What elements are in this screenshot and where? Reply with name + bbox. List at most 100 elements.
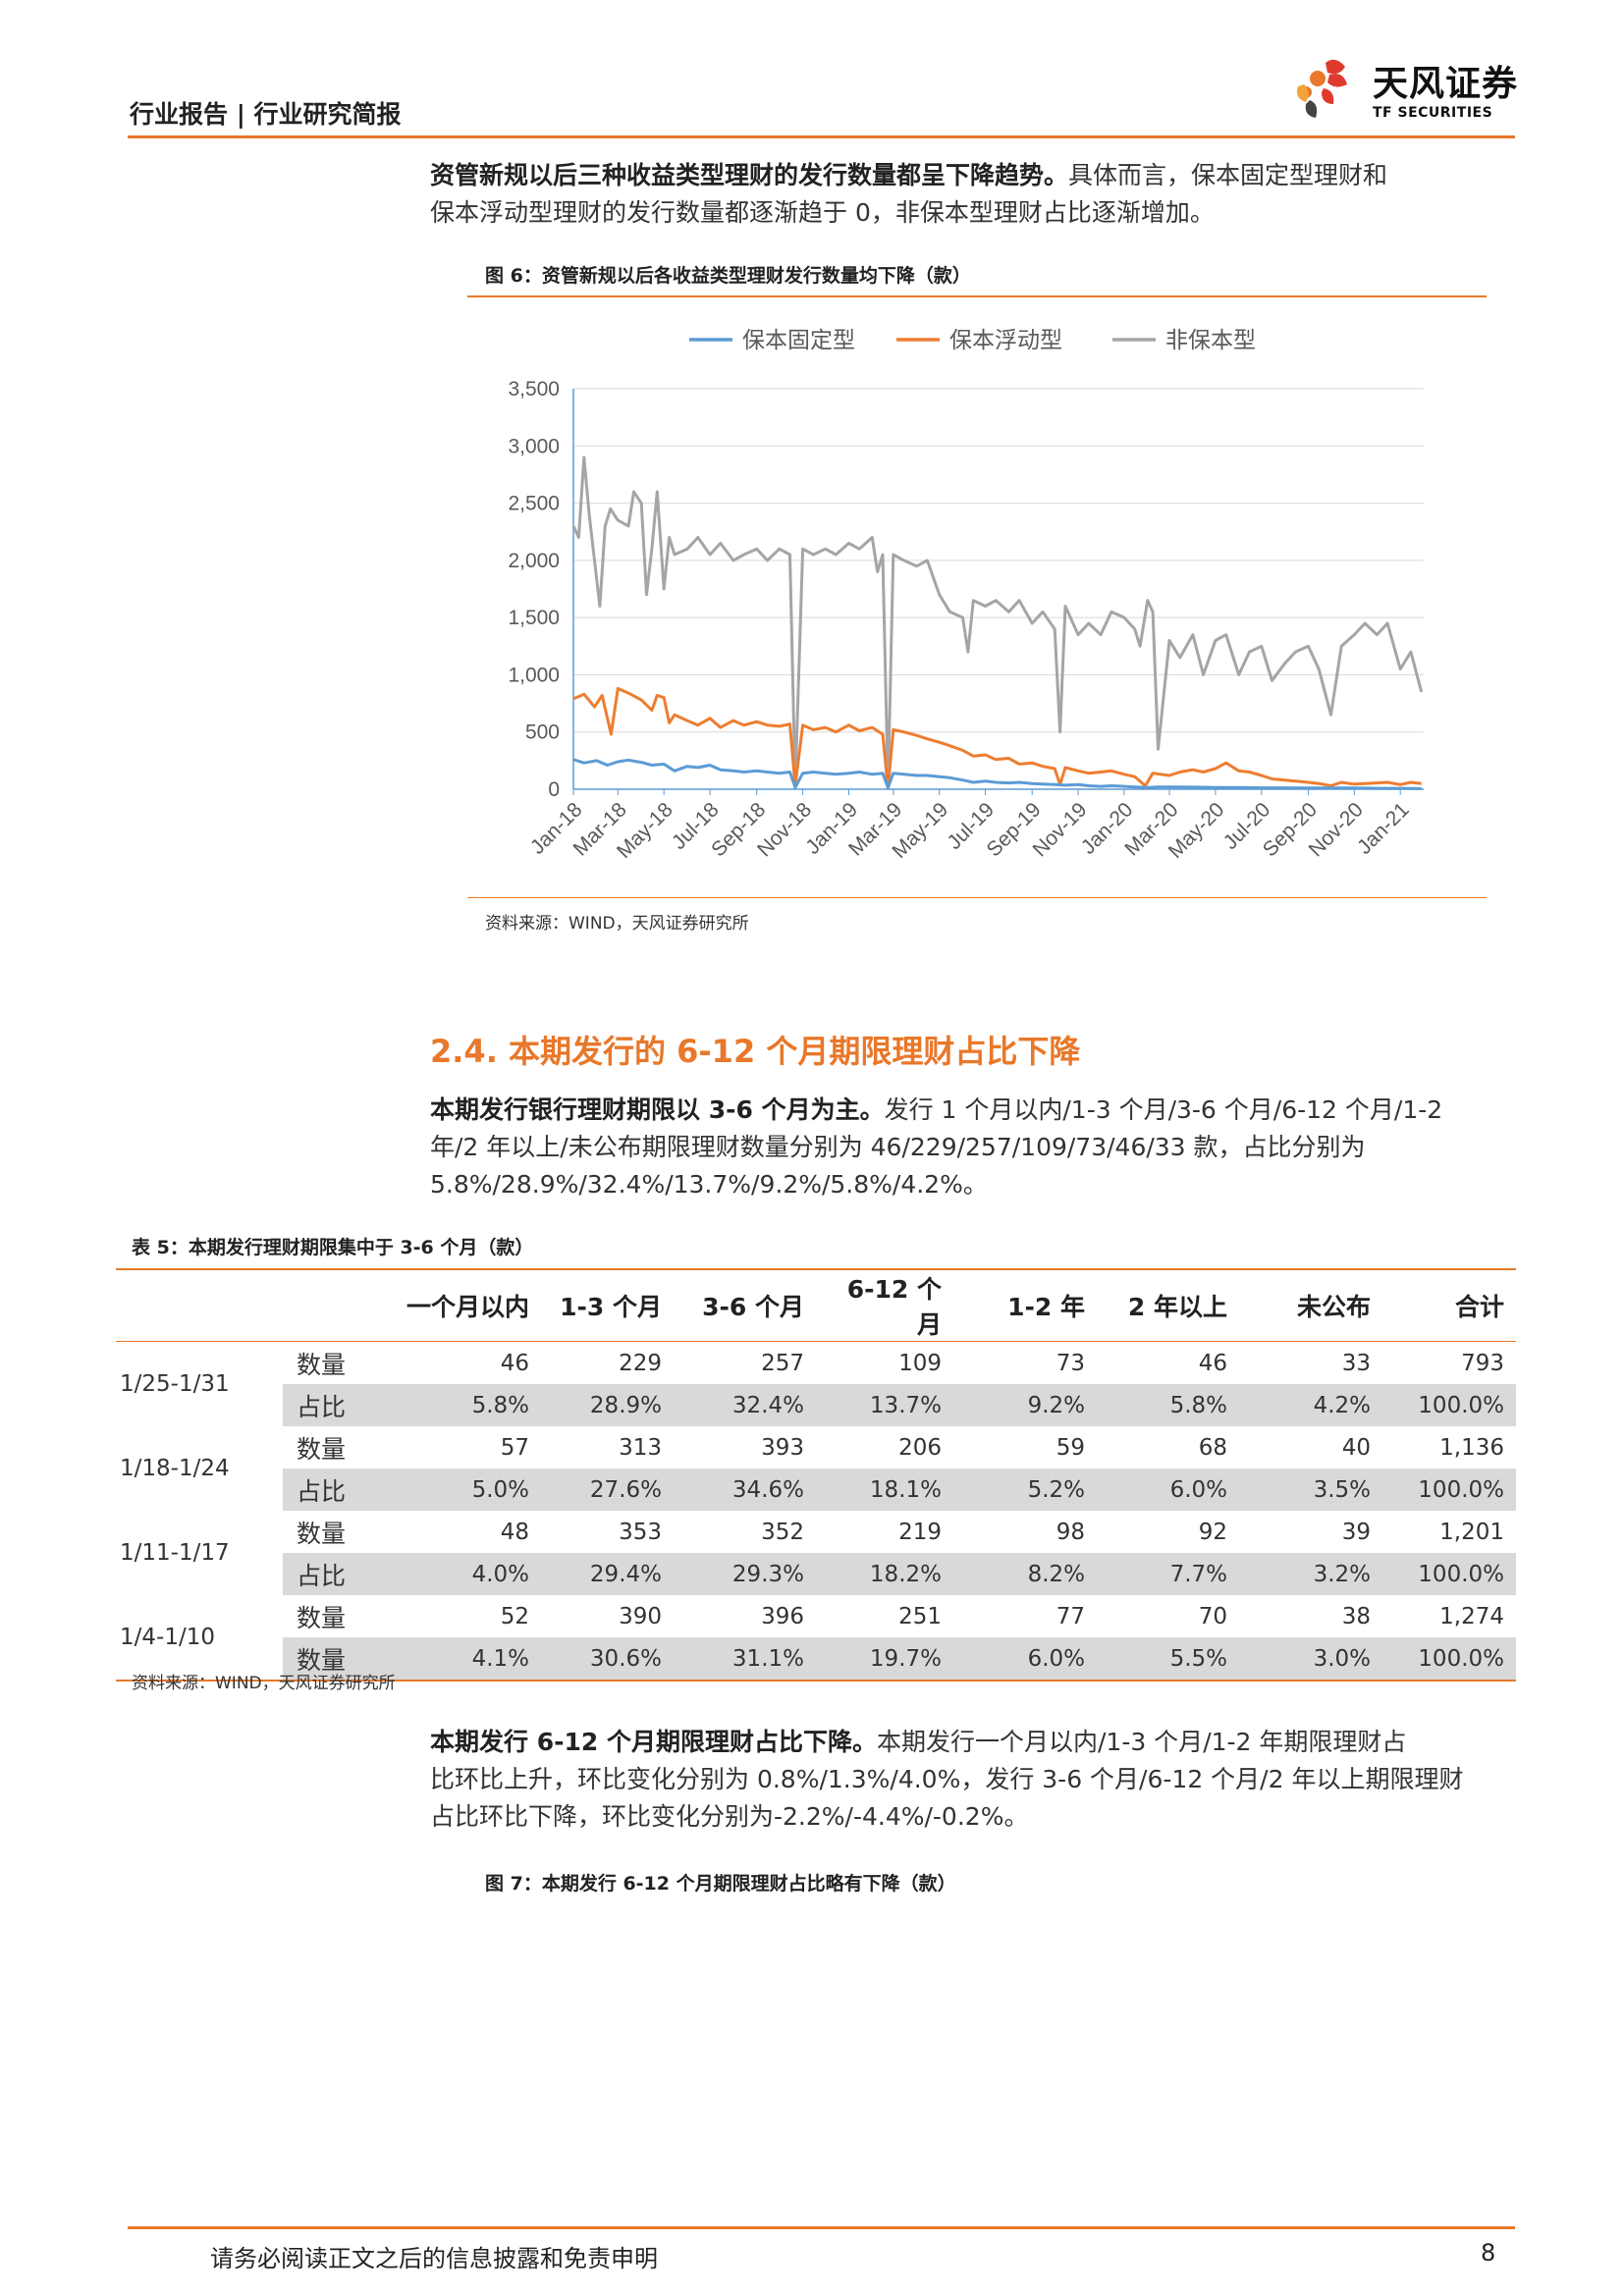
table5-cell: 257	[761, 1350, 804, 1376]
table5-cell: 46	[1198, 1350, 1227, 1376]
para2-bold: 本期发行银行理财期限以 3-6 个月为主。	[430, 1095, 885, 1124]
table5-row-label: 数量	[283, 1637, 381, 1682]
table5-column-header: 合计	[1454, 1293, 1504, 1321]
share-change-paragraph: 本期发行 6-12 个月期限理财占比下降。本期发行一个月以内/1-3 个月/1-…	[430, 1724, 1516, 1836]
table5-cell: 28.9%	[541, 1384, 674, 1426]
table5-column-header: 6-12 个月	[846, 1275, 942, 1339]
table5-cell: 8.2%	[953, 1553, 1097, 1595]
figure6-bottom-rule	[467, 897, 1487, 898]
header-divider	[128, 135, 1515, 138]
intro-bold: 资管新规以后三种收益类型理财的发行数量都呈下降趋势。	[430, 161, 1069, 189]
para3-line1: 本期发行一个月以内/1-3 个月/1-2 年期限理财占	[876, 1728, 1407, 1756]
legend-label: 保本固定型	[742, 328, 855, 353]
series-line-0	[572, 758, 1422, 790]
y-tick-label: 2,000	[508, 550, 560, 572]
logo-text-en: TF SECURITIES	[1373, 105, 1493, 121]
table5-column-header: 3-6 个月	[702, 1293, 804, 1321]
table5-cell: 13.7%	[816, 1384, 953, 1426]
table5-cell: 229	[619, 1350, 662, 1376]
table5-row-label: 占比	[283, 1553, 381, 1595]
table-row: 占比 4.0% 29.4% 29.3% 18.2% 8.2% 7.7% 3.2% 100.0%	[116, 1553, 1516, 1595]
section-heading: 2.4. 本期发行的 6-12 个月期限理财占比下降	[430, 1033, 1081, 1070]
table5-cell: 6.0%	[1097, 1468, 1239, 1511]
table5-cell: 27.6%	[541, 1468, 674, 1511]
table5-cell: 1,136	[1439, 1434, 1504, 1461]
table5-cell: 4.2%	[1239, 1384, 1382, 1426]
para2-line1: 发行 1 个月以内/1-3 个月/3-6 个月/6-12 个月/1-2	[884, 1095, 1443, 1124]
table5-cell: 5.8%	[1097, 1384, 1239, 1426]
table5-cell: 109	[898, 1350, 942, 1376]
table5-cell: 313	[619, 1434, 662, 1461]
table5-cell: 390	[619, 1603, 662, 1629]
table5-row-label: 数量	[297, 1434, 347, 1464]
legend-label: 保本浮动型	[949, 328, 1062, 353]
y-tick-label: 1,000	[508, 664, 560, 686]
table5-cell: 73	[1056, 1350, 1085, 1376]
table5-column-header: 1-2 年	[1007, 1293, 1085, 1321]
table5-cell: 33	[1341, 1350, 1371, 1376]
table5-cell: 30.6%	[541, 1637, 674, 1682]
para3-line3: 占比环比下降，环比变化分别为-2.2%/-4.4%/-0.2%。	[430, 1802, 1029, 1831]
table5-cell: 5.5%	[1097, 1637, 1239, 1682]
series-line-1	[572, 686, 1422, 790]
table5-cell: 29.3%	[674, 1553, 816, 1595]
intro-paragraph: 资管新规以后三种收益类型理财的发行数量都呈下降趋势。具体而言，保本固定型理财和 …	[430, 157, 1516, 232]
logo-text-cn: 天风证券	[1373, 64, 1519, 104]
table5-row-label: 数量	[297, 1519, 347, 1548]
table-row: 1/11-1/17 数量 48 353 352 219 98 92 39 1,201	[116, 1511, 1516, 1567]
table-row: 占比 5.0% 27.6% 34.6% 18.1% 5.2% 6.0% 3.5% 100.0%	[116, 1468, 1516, 1511]
table5-cell: 92	[1198, 1519, 1227, 1545]
table5-cell: 40	[1341, 1434, 1371, 1461]
table5-cell: 5.0%	[381, 1468, 541, 1511]
table5-cell: 34.6%	[674, 1468, 816, 1511]
table5-cell: 6.0%	[953, 1637, 1097, 1682]
para3-bold: 本期发行 6-12 个月期限理财占比下降。	[430, 1728, 877, 1756]
figure6-top-rule	[467, 295, 1487, 297]
footer-disclaimer: 请务必阅读正文之后的信息披露和免责申明	[210, 2245, 658, 2272]
footer-divider	[128, 2226, 1515, 2229]
table5-cell: 70	[1198, 1603, 1227, 1629]
table5-cell: 100.0%	[1382, 1384, 1516, 1426]
table5-cell: 5.8%	[381, 1384, 541, 1426]
y-tick-label: 1,500	[508, 607, 560, 629]
table5-row-label: 数量	[297, 1350, 347, 1379]
table5-column-header: 未公布	[1296, 1293, 1371, 1321]
table5-row-label: 数量	[297, 1603, 347, 1632]
table5-cell: 18.2%	[816, 1553, 953, 1595]
table5-cell: 396	[761, 1603, 804, 1629]
table5-cell: 793	[1461, 1350, 1504, 1376]
table5-cell: 251	[898, 1603, 942, 1629]
para2-line2: 年/2 年以上/未公布期限理财数量分别为 46/229/257/109/73/4…	[430, 1133, 1366, 1161]
table5-cell: 352	[761, 1519, 804, 1545]
table5-period-cell: 1/18-1/24	[120, 1456, 230, 1481]
table5-cell: 19.7%	[816, 1637, 953, 1682]
y-tick-label: 500	[525, 721, 560, 744]
table5-cell: 46	[500, 1350, 529, 1376]
table5-cell: 98	[1056, 1519, 1085, 1545]
legend-label: 非保本型	[1165, 328, 1256, 353]
term-paragraph: 本期发行银行理财期限以 3-6 个月为主。发行 1 个月以内/1-3 个月/3-…	[430, 1092, 1516, 1203]
table5-cell: 219	[898, 1519, 942, 1545]
table-row: 1/18-1/24 数量 57 313 393 206 59 68 40 1,136	[116, 1426, 1516, 1482]
y-tick-label: 3,000	[508, 435, 560, 457]
table-row: 占比 5.8% 28.9% 32.4% 13.7% 9.2% 5.8% 4.2% 100.0%	[116, 1384, 1516, 1426]
table-row: 1/25-1/31 数量 46 229 257 109 73 46 33 793	[116, 1342, 1516, 1398]
table5-cell: 100.0%	[1382, 1553, 1516, 1595]
table5-period-cell: 1/25-1/31	[120, 1371, 230, 1397]
table5-cell: 77	[1056, 1603, 1085, 1629]
table5-cell: 32.4%	[674, 1384, 816, 1426]
table5-cell: 4.1%	[381, 1637, 541, 1682]
x-tick-label: Jan-21	[1353, 798, 1414, 859]
table5-cell: 3.5%	[1239, 1468, 1382, 1511]
y-tick-label: 0	[548, 778, 560, 801]
table5-cell: 9.2%	[953, 1384, 1097, 1426]
table5-column-header: 2 年以上	[1127, 1293, 1227, 1321]
table5-cell: 68	[1198, 1434, 1227, 1461]
y-tick-label: 2,500	[508, 493, 560, 515]
table5-cell: 1,274	[1439, 1603, 1504, 1629]
figure7-title: 图 7：本期发行 6-12 个月期限理财占比略有下降（款）	[485, 1873, 956, 1895]
table5-cell: 100.0%	[1382, 1637, 1516, 1682]
intro-line1: 具体而言，保本固定型理财和	[1068, 161, 1388, 189]
table5-row-label: 占比	[283, 1384, 381, 1426]
